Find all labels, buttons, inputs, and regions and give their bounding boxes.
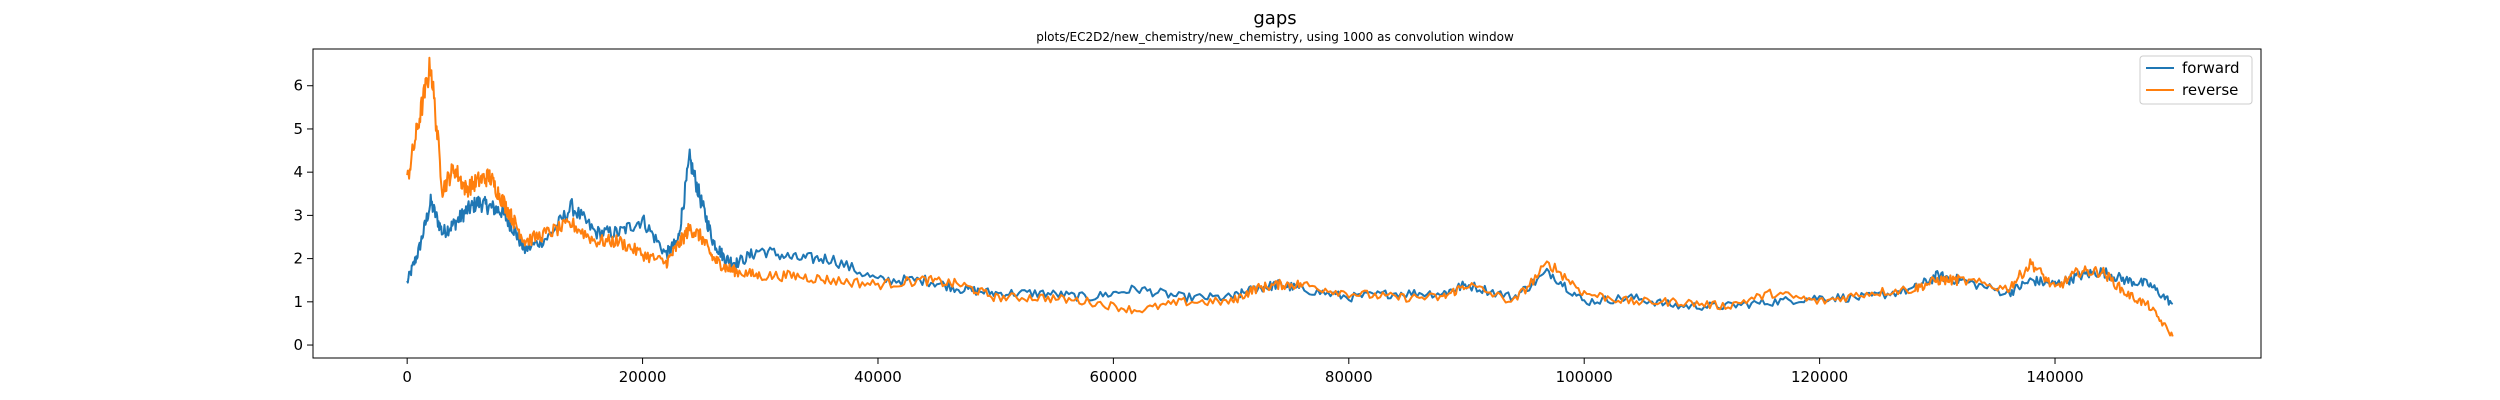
x-axis: 0 20000 40000 60000 80000 100000 120000 140000	[402, 358, 2084, 386]
chart-title: gaps	[1253, 8, 1296, 29]
y-axis: 0 1 2 3 4 5 6	[293, 77, 313, 354]
y-tick-label: 5	[293, 120, 303, 138]
chart-subtitle: plots/EC2D2/new_chemistry/new_chemistry,…	[1036, 30, 1514, 44]
x-tick-label: 120000	[1791, 368, 1848, 386]
y-tick-label: 2	[293, 250, 303, 268]
series-line-reverse	[406, 56, 2174, 337]
y-tick-label: 4	[293, 163, 303, 181]
y-tick-label: 1	[293, 293, 303, 311]
x-tick-label: 80000	[1325, 368, 1373, 386]
x-tick-label: 0	[402, 368, 412, 386]
legend: forward reverse	[2139, 55, 2253, 105]
x-tick-label: 60000	[1090, 368, 1138, 386]
plot-area-frame	[312, 48, 2262, 359]
x-tick-label: 100000	[1556, 368, 1613, 386]
x-tick-label: 20000	[619, 368, 667, 386]
y-tick-label: 0	[293, 336, 303, 354]
x-tick-label: 40000	[854, 368, 902, 386]
y-tick-label: 3	[293, 206, 303, 224]
x-tick-label: 140000	[2026, 368, 2083, 386]
series-layer	[406, 56, 2174, 337]
legend-label-forward: forward	[2182, 59, 2240, 77]
legend-label-reverse: reverse	[2182, 81, 2238, 99]
y-tick-label: 6	[293, 77, 303, 95]
